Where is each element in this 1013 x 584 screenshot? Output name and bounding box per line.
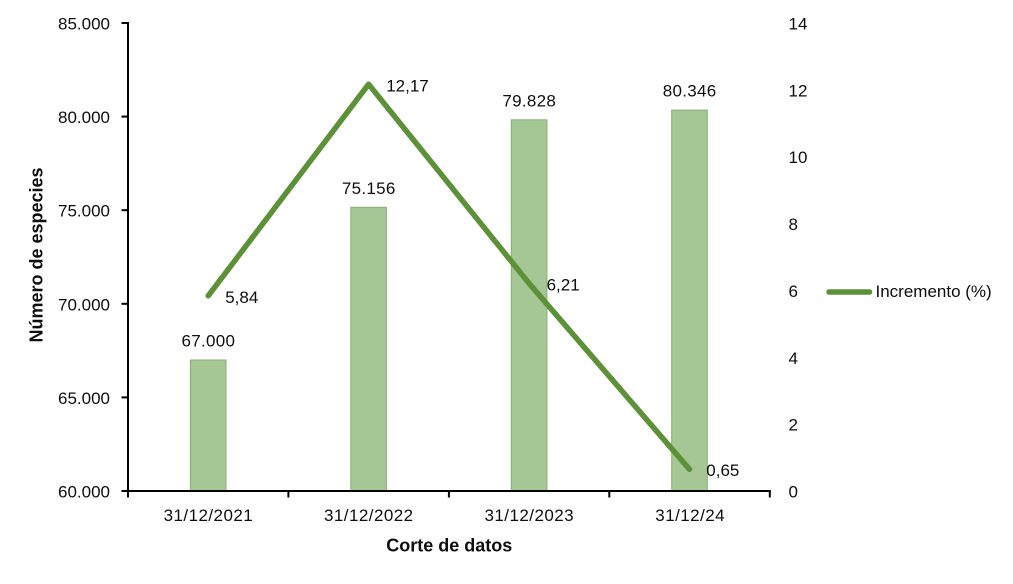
svg-text:31/12/2022: 31/12/2022 [324, 506, 414, 525]
svg-text:Número de especies: Número de especies [27, 167, 47, 342]
svg-text:Corte de datos: Corte de datos [386, 536, 512, 556]
svg-text:65.000: 65.000 [58, 389, 110, 408]
svg-text:4: 4 [789, 349, 798, 368]
svg-text:31/12/2023: 31/12/2023 [485, 506, 575, 525]
svg-text:12,17: 12,17 [386, 76, 429, 95]
svg-text:0,65: 0,65 [706, 461, 739, 480]
svg-text:70.000: 70.000 [58, 295, 110, 314]
svg-text:14: 14 [789, 15, 808, 34]
svg-text:12: 12 [789, 81, 808, 100]
svg-text:6: 6 [789, 282, 798, 301]
svg-text:60.000: 60.000 [58, 483, 110, 502]
svg-text:5,84: 5,84 [225, 288, 258, 307]
svg-text:79.828: 79.828 [502, 91, 556, 110]
svg-text:85.000: 85.000 [58, 15, 110, 34]
svg-text:6,21: 6,21 [547, 276, 580, 295]
svg-text:8: 8 [789, 215, 798, 234]
svg-text:80.346: 80.346 [663, 82, 717, 101]
svg-text:Incremento (%): Incremento (%) [876, 282, 992, 301]
svg-text:75.000: 75.000 [58, 202, 110, 221]
svg-text:31/12/24: 31/12/24 [655, 506, 725, 525]
svg-text:75.156: 75.156 [342, 179, 396, 198]
svg-text:67.000: 67.000 [181, 332, 235, 351]
svg-text:10: 10 [789, 148, 808, 167]
svg-text:0: 0 [789, 483, 798, 502]
svg-text:2: 2 [789, 416, 798, 435]
svg-text:31/12/2021: 31/12/2021 [164, 506, 254, 525]
svg-text:80.000: 80.000 [58, 108, 110, 127]
